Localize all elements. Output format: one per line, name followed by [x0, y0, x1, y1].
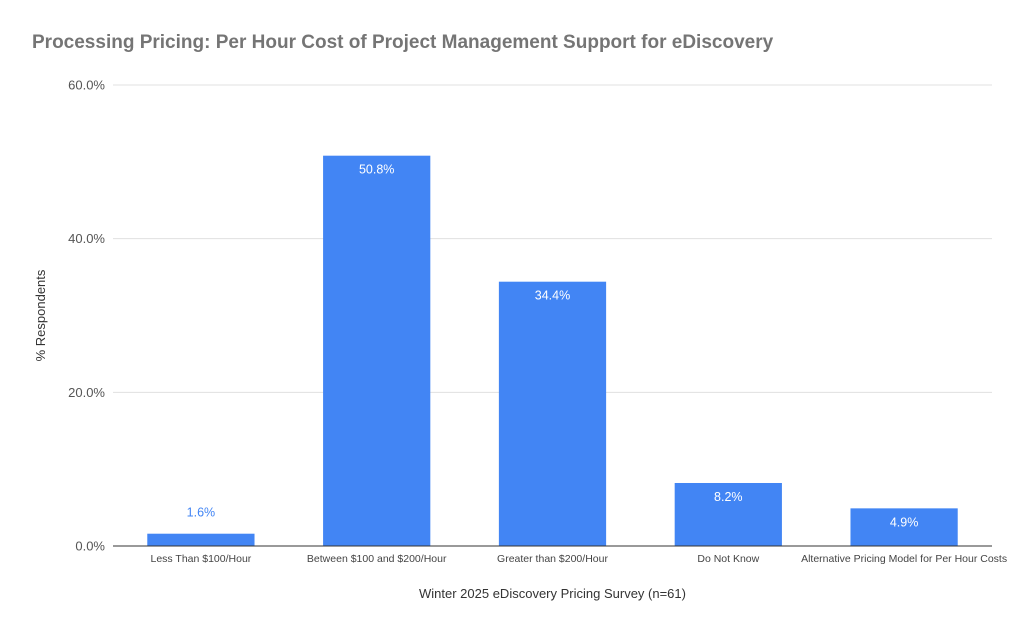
x-tick-label: Greater than $200/Hour — [497, 553, 608, 565]
x-axis-title: Winter 2025 eDiscovery Pricing Survey (n… — [419, 586, 686, 601]
y-tick-labels: 0.0% 20.0% 40.0% 60.0% — [68, 78, 105, 554]
bar — [674, 482, 782, 546]
bar — [498, 281, 607, 546]
y-tick-label: 60.0% — [68, 78, 105, 93]
x-tick-label: Alternative Pricing Model for Per Hour C… — [801, 553, 1007, 565]
x-tick-label: Do Not Know — [697, 553, 759, 565]
x-tick-label: Between $100 and $200/Hour — [307, 553, 447, 565]
data-label: 4.9% — [890, 515, 919, 529]
x-tick-label: Less Than $100/Hour — [151, 553, 252, 565]
y-tick-label: 0.0% — [75, 539, 105, 554]
chart-title: Processing Pricing: Per Hour Cost of Pro… — [32, 32, 774, 53]
data-labels: 1.6% 50.8% 34.4% 8.2% 4.9% — [187, 163, 919, 530]
data-label: 8.2% — [714, 490, 743, 504]
bar — [323, 155, 431, 547]
data-label: 1.6% — [187, 506, 216, 520]
x-tick-labels: Less Than $100/Hour Between $100 and $200… — [151, 553, 1008, 565]
y-tick-label: 20.0% — [68, 385, 105, 400]
bar — [147, 533, 255, 546]
data-label: 50.8% — [359, 163, 394, 177]
bar — [850, 508, 958, 546]
bars — [147, 155, 958, 547]
data-label: 34.4% — [535, 289, 570, 303]
y-tick-label: 40.0% — [68, 231, 105, 246]
y-axis-title: % Respondents — [33, 269, 48, 361]
